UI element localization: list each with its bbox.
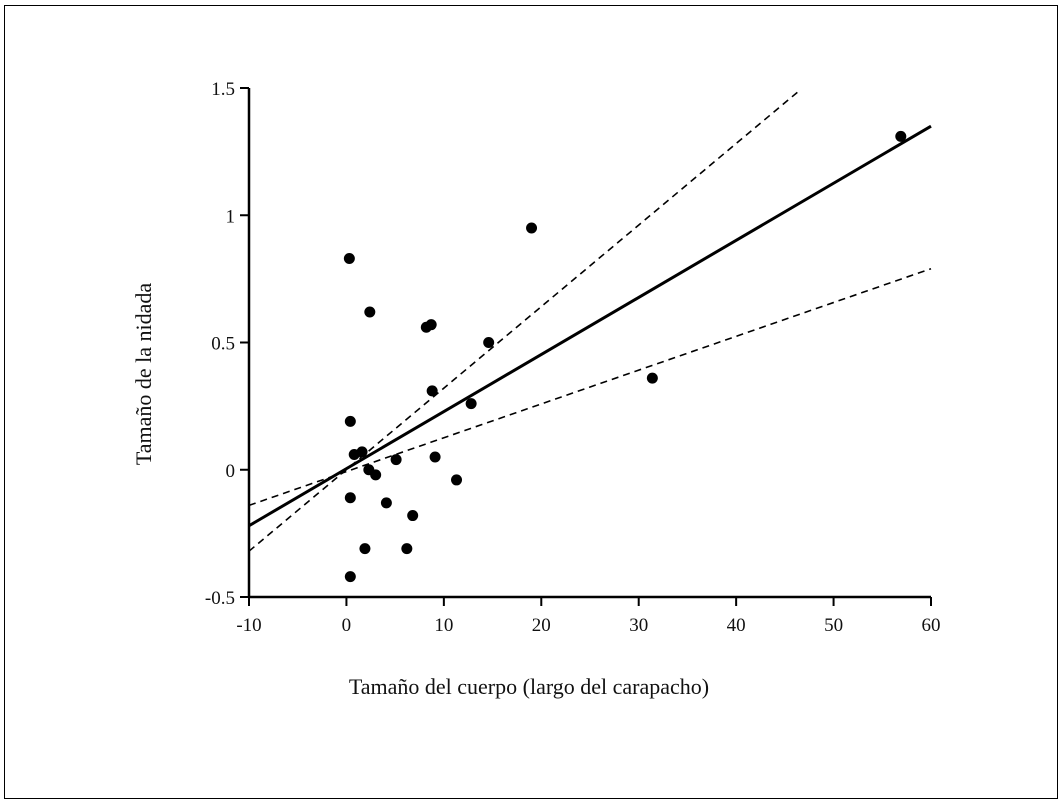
figure-frame: -10 0 10 20 30 40 50 60 -0.5 0 0.5 1 1.5 Tamaño del… <box>4 5 1058 799</box>
data-point <box>364 306 376 318</box>
x-tick-label: 30 <box>629 615 648 636</box>
x-axis-ticks: -10 0 10 20 30 40 50 60 <box>236 597 941 636</box>
data-point <box>344 571 356 583</box>
x-tick-label: -10 <box>236 615 261 636</box>
x-tick-label: 50 <box>824 615 843 636</box>
data-point <box>380 497 392 509</box>
y-tick-label: 1 <box>226 206 236 227</box>
data-point <box>359 543 371 555</box>
data-point <box>370 469 382 481</box>
data-point <box>426 385 438 397</box>
y-axis-ticks: -0.5 0 0.5 1 1.5 <box>205 79 249 609</box>
data-point <box>429 451 441 463</box>
x-tick-label: 60 <box>922 615 941 636</box>
data-point <box>344 492 356 504</box>
confidence-band-lower-line <box>248 267 932 507</box>
data-point <box>407 510 419 522</box>
data-point <box>895 130 907 142</box>
data-point <box>343 253 355 265</box>
data-point <box>425 319 437 331</box>
data-point <box>356 446 368 458</box>
y-tick-label: -0.5 <box>205 588 235 609</box>
data-point <box>483 337 495 348</box>
data-points <box>343 130 907 583</box>
data-point <box>401 543 413 555</box>
y-axis-title: Tamaño de la nidada <box>131 283 156 466</box>
y-tick-label: 1.5 <box>211 79 235 100</box>
data-point <box>526 222 538 234</box>
x-tick-label: 20 <box>532 615 551 636</box>
axes <box>247 88 931 599</box>
y-tick-label: 0 <box>226 461 236 482</box>
data-point <box>390 454 402 466</box>
regression-lines <box>248 89 932 552</box>
data-point <box>646 372 658 384</box>
scatter-chart: -10 0 10 20 30 40 50 60 -0.5 0 0.5 1 1.5 Tamaño del… <box>131 79 941 699</box>
x-tick-label: 0 <box>342 615 352 636</box>
data-point <box>451 474 463 486</box>
x-axis-title: Tamaño del cuerpo (largo del carapacho) <box>349 674 709 699</box>
data-point <box>344 415 356 427</box>
y-tick-label: 0.5 <box>211 334 235 355</box>
x-tick-label: 40 <box>727 615 746 636</box>
regression-fit-line <box>248 124 932 528</box>
data-point <box>465 398 477 410</box>
x-tick-label: 10 <box>434 615 453 636</box>
confidence-band-upper-line <box>248 89 800 552</box>
